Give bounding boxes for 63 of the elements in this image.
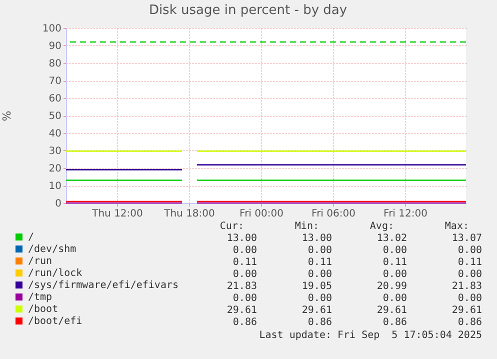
x-tick-label: Fri 00:00 [240, 208, 284, 220]
y-tick-label: 60 [48, 94, 62, 104]
text: 20.99 [376, 281, 407, 292]
text: 29.61 [226, 305, 257, 317]
text: 0.00 [382, 245, 407, 256]
y-tick-label: 10 [48, 181, 62, 192]
legend-label: /dev/shm [28, 244, 76, 255]
text: 0.00 [308, 293, 332, 304]
text: 0.00 [232, 293, 257, 305]
legend-label: /run [28, 256, 52, 267]
legend-label: /boot [28, 304, 58, 315]
text: 19.05 [302, 281, 332, 292]
text: 13.00 [226, 233, 257, 245]
y-tick-label: 20 [48, 164, 62, 174]
text: 0.86 [308, 317, 332, 328]
text: 0.00 [458, 269, 482, 280]
text: Avg: [370, 221, 394, 232]
y-tick-label: 100 [42, 24, 62, 34]
text: 0.86 [458, 317, 482, 328]
y-tick-label: 80 [48, 58, 62, 70]
text: 0.86 [232, 317, 257, 329]
x-tick-label: Thu 18:00 [163, 208, 215, 220]
x-tick-label: Fri 06:00 [312, 208, 356, 220]
text: Min: [294, 221, 319, 232]
x-tick-label: Fri 12:00 [384, 208, 428, 220]
text: 0.00 [458, 245, 482, 256]
text: 0.11 [232, 257, 257, 269]
text: 0.00 [458, 293, 482, 304]
text: 0.11 [308, 257, 332, 268]
text: Max: [444, 221, 469, 232]
y-axis-title: % [0, 110, 14, 122]
text: 0.00 [308, 269, 332, 280]
legend-label: /tmp [28, 292, 52, 303]
text: Cur: [218, 221, 244, 233]
text: 0.86 [382, 317, 407, 328]
y-tick-label: 50 [48, 111, 62, 122]
text: 29.61 [376, 305, 407, 316]
legend-label: /boot/efi [28, 316, 82, 327]
text: 13.00 [302, 233, 332, 244]
y-tick-label: 0 [55, 198, 62, 210]
text: 0.00 [382, 293, 407, 304]
text: 0.00 [232, 245, 257, 257]
x-tick-label: Thu 12:00 [91, 208, 143, 220]
text: 0.00 [308, 245, 332, 256]
text: 0.11 [382, 257, 407, 268]
legend-label: /run/lock [28, 268, 82, 279]
chart-title: Disk usage in percent - by day [148, 3, 348, 18]
text: 29.61 [452, 305, 482, 316]
text: 21.83 [226, 281, 257, 292]
text: 29.61 [302, 305, 332, 316]
text: Last update: Fri Sep 5 17:05:04 2025 [258, 330, 482, 342]
text: 21.83 [452, 281, 482, 292]
text: 13.02 [376, 233, 407, 244]
legend-label: / [28, 232, 34, 243]
text: 0.11 [458, 257, 482, 268]
y-tick-label: 30 [48, 146, 62, 157]
text: 0.00 [382, 269, 407, 280]
legend-label: /sys/firmware/efi/efivars [28, 280, 179, 291]
text: 0.00 [232, 269, 257, 281]
y-tick-label: 40 [48, 128, 62, 140]
text: 13.07 [452, 233, 482, 244]
y-tick-label: 90 [48, 41, 62, 52]
y-tick-label: 70 [48, 76, 62, 87]
